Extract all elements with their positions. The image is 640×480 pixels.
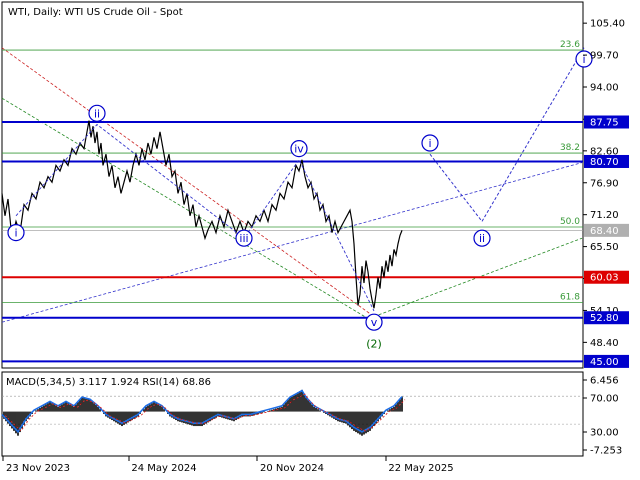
current-price-badge bbox=[584, 223, 629, 237]
trend-line bbox=[1, 97, 375, 323]
y-tick-label: 94.00 bbox=[590, 83, 619, 94]
wave-label: iv bbox=[294, 143, 304, 156]
level-badge-label: 60.03 bbox=[590, 273, 619, 284]
rsi-line bbox=[1, 389, 403, 434]
level-badge bbox=[584, 154, 629, 168]
indicator-plot-frame bbox=[1, 371, 584, 457]
wave-label: ii bbox=[94, 107, 100, 120]
x-tick-label: 24 May 2024 bbox=[131, 463, 196, 474]
macd-signal-line bbox=[4, 393, 406, 432]
wave-label: iii bbox=[239, 232, 248, 245]
level-badge-label: 87.75 bbox=[590, 118, 619, 129]
y-tick-label: 48.40 bbox=[590, 338, 619, 349]
wave-label-circle bbox=[365, 313, 383, 331]
y-tick-label: 65.50 bbox=[590, 242, 619, 253]
wave-label: i bbox=[428, 137, 431, 150]
level-badge bbox=[584, 311, 629, 325]
level-badge-label: 80.70 bbox=[590, 157, 619, 168]
y-tick-label: 99.70 bbox=[590, 51, 619, 62]
wave-label: ii bbox=[479, 232, 485, 245]
wave-label-circle bbox=[7, 224, 25, 242]
y-tick-label: 71.20 bbox=[590, 210, 619, 221]
current-price-label: 68.40 bbox=[590, 226, 619, 237]
indicator-tick-label: 70.00 bbox=[590, 394, 619, 405]
level-badge-label: 45.00 bbox=[590, 357, 619, 368]
wave-label-circle bbox=[473, 229, 491, 247]
horizontal-levels bbox=[2, 121, 583, 363]
wave-label: (2) bbox=[366, 337, 382, 350]
wave-label: v bbox=[371, 316, 378, 329]
y-axis-ticks: 105.4099.7094.0088.2582.6076.9071.2065.5… bbox=[583, 19, 625, 349]
level-badge-label: 52.80 bbox=[590, 313, 619, 324]
level-badge bbox=[584, 270, 629, 284]
indicator-y-ticks: 6.456 70.00 30.00 -7.253 bbox=[583, 376, 622, 457]
y-tick-label: 82.60 bbox=[590, 146, 619, 157]
level-badges: 87.75 80.70 60.03 52.80 45.00 68.40 bbox=[584, 115, 629, 368]
indicator-series bbox=[1, 389, 583, 436]
price-series bbox=[1, 120, 403, 309]
indicator-tick-label: 6.456 bbox=[590, 376, 619, 387]
indicator-tick-label: -7.253 bbox=[590, 446, 622, 457]
x-tick-label: 23 Nov 2023 bbox=[6, 463, 70, 474]
level-badge bbox=[584, 354, 629, 368]
wave-label-circle bbox=[575, 50, 593, 68]
trend-line bbox=[1, 47, 375, 317]
y-tick-label: 76.90 bbox=[590, 178, 619, 189]
wave-label-circle bbox=[290, 140, 308, 158]
fib-label: 23.6 bbox=[560, 40, 580, 50]
wave-label-circle bbox=[421, 134, 439, 152]
x-tick-label: 20 Nov 2024 bbox=[260, 463, 324, 474]
wave-label-circle bbox=[88, 104, 106, 122]
indicator-tick-label: 30.00 bbox=[590, 428, 619, 439]
wave-label: i bbox=[582, 53, 585, 66]
trend-line bbox=[1, 162, 583, 323]
fib-label: 38.2 bbox=[560, 143, 580, 153]
wave-label: i bbox=[14, 227, 17, 240]
fib-label: 61.8 bbox=[560, 293, 580, 303]
chart-title: WTI, Daily: WTI US Crude Oil - Spot bbox=[8, 7, 183, 18]
indicator-title: MACD(5,34,5) 3.117 1.924 RSI(14) 68.86 bbox=[6, 377, 211, 388]
y-tick-label: 105.40 bbox=[590, 19, 625, 30]
wave-label-circle bbox=[235, 229, 253, 247]
price-line bbox=[1, 120, 403, 309]
x-tick-label: 22 May 2025 bbox=[388, 463, 453, 474]
x-axis-ticks: 23 Nov 2023 24 May 2024 20 Nov 2024 22 May … bbox=[2, 456, 454, 474]
level-badge bbox=[584, 115, 629, 129]
fib-label: 50.0 bbox=[560, 217, 580, 227]
